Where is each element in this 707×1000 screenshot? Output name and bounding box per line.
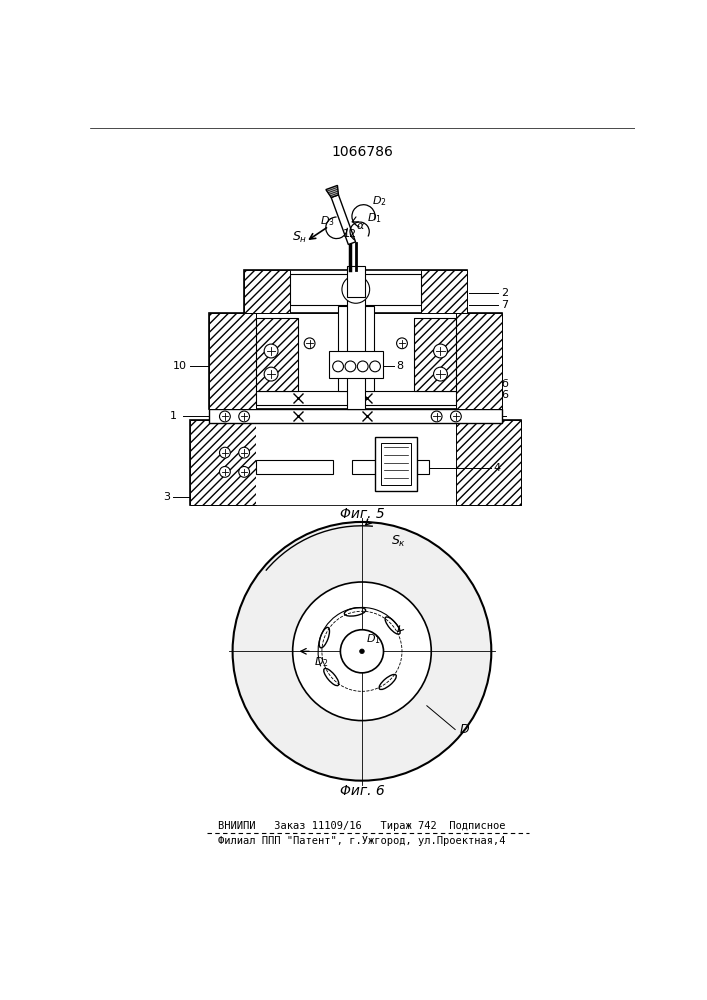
Polygon shape [209, 312, 256, 409]
Text: 10: 10 [173, 361, 187, 371]
Text: $D_1$: $D_1$ [366, 212, 381, 225]
Polygon shape [331, 195, 356, 245]
Polygon shape [190, 420, 521, 505]
Polygon shape [209, 409, 502, 423]
Circle shape [433, 344, 448, 358]
Text: 3: 3 [163, 492, 170, 502]
Text: Φиг. 5: Φиг. 5 [339, 507, 385, 521]
Polygon shape [190, 420, 256, 505]
Polygon shape [256, 391, 456, 405]
Polygon shape [456, 420, 521, 505]
Circle shape [219, 466, 230, 477]
Circle shape [370, 361, 380, 372]
Circle shape [233, 522, 491, 781]
Text: $D_1$: $D_1$ [366, 632, 380, 646]
Polygon shape [256, 318, 298, 391]
Circle shape [219, 447, 230, 458]
Text: 6: 6 [501, 390, 508, 400]
Text: 8: 8 [397, 361, 404, 371]
Polygon shape [414, 318, 456, 391]
Polygon shape [456, 312, 502, 409]
Polygon shape [326, 185, 339, 197]
Text: $D_2$: $D_2$ [372, 195, 387, 208]
Polygon shape [244, 270, 467, 312]
Circle shape [304, 338, 315, 349]
Text: 4: 4 [493, 463, 501, 473]
Circle shape [239, 447, 250, 458]
Text: 5: 5 [493, 411, 501, 421]
Polygon shape [375, 437, 417, 491]
Text: 12: 12 [343, 229, 357, 239]
Polygon shape [352, 460, 429, 474]
Polygon shape [256, 420, 456, 505]
Text: 2: 2 [501, 288, 508, 298]
Text: $D_3$: $D_3$ [320, 214, 334, 228]
Text: $S_к$: $S_к$ [391, 534, 407, 549]
Text: 1: 1 [170, 411, 176, 421]
Text: $\alpha$: $\alpha$ [356, 221, 365, 231]
Circle shape [357, 361, 368, 372]
Circle shape [239, 411, 250, 422]
Circle shape [450, 411, 461, 422]
Text: 7: 7 [501, 300, 508, 310]
Text: ВНИИПИ   Заказ 11109/16   Тираж 742  Подписное: ВНИИПИ Заказ 11109/16 Тираж 742 Подписно… [218, 821, 506, 831]
Circle shape [433, 367, 448, 381]
Polygon shape [346, 297, 365, 409]
Text: Филиал ППП "Патент", г.Ужгород, ул.Проектная,4: Филиал ППП "Патент", г.Ужгород, ул.Проек… [218, 836, 506, 846]
Polygon shape [338, 306, 373, 391]
Circle shape [342, 276, 370, 303]
Circle shape [431, 411, 442, 422]
Text: 11: 11 [486, 338, 500, 348]
Text: 1066786: 1066786 [331, 145, 393, 159]
Circle shape [333, 361, 344, 372]
Polygon shape [244, 270, 291, 312]
Polygon shape [346, 266, 365, 297]
Polygon shape [209, 312, 502, 409]
Polygon shape [329, 351, 382, 378]
Circle shape [397, 338, 407, 349]
Circle shape [345, 361, 356, 372]
Text: б: б [501, 379, 508, 389]
Text: 9: 9 [493, 377, 501, 387]
Circle shape [293, 582, 431, 721]
Circle shape [219, 411, 230, 422]
Polygon shape [291, 274, 421, 305]
Polygon shape [381, 443, 411, 485]
Text: $D$: $D$ [459, 723, 470, 736]
Polygon shape [421, 270, 467, 312]
Circle shape [264, 367, 278, 381]
Polygon shape [256, 460, 333, 474]
Text: $D_2$: $D_2$ [314, 655, 329, 669]
Circle shape [264, 344, 278, 358]
Circle shape [340, 630, 383, 673]
Circle shape [360, 649, 364, 654]
Text: $S_н$: $S_н$ [292, 230, 308, 245]
Text: Φиг. 6: Φиг. 6 [339, 784, 385, 798]
Circle shape [239, 466, 250, 477]
